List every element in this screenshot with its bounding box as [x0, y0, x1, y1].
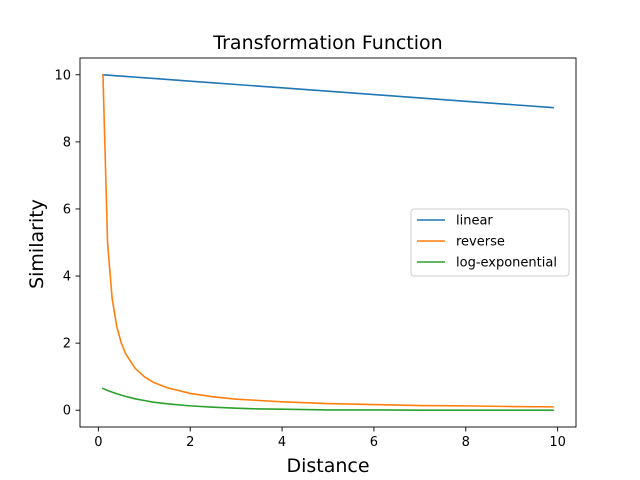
y-tick-label: 0	[63, 404, 71, 419]
plot-area	[79, 57, 577, 428]
y-tick-label: 10	[54, 68, 71, 83]
chart-title: Transformation Function	[212, 32, 442, 54]
x-tick-label: 4	[278, 435, 286, 450]
legend: linear reverse log-exponential	[410, 208, 570, 277]
series-line-linear	[102, 73, 554, 109]
x-tick-label: 8	[462, 435, 470, 450]
series-line-reverse	[102, 73, 554, 408]
x-tick-label: 2	[186, 435, 194, 450]
x-axis-label: Distance	[286, 455, 369, 477]
y-axis-label: Similarity	[26, 199, 48, 289]
legend-label-linear: linear	[456, 214, 493, 229]
y-tick-label: 8	[63, 135, 71, 150]
axes-frame	[79, 57, 577, 428]
y-tick-label: 6	[63, 202, 71, 217]
legend-box	[410, 208, 570, 277]
y-axis-ticks: 0 2 4 6 8 10	[54, 68, 80, 419]
y-tick-label: 2	[63, 337, 71, 352]
legend-label-reverse: reverse	[456, 235, 505, 250]
x-axis-ticks: 0 2 4 6 8 10	[94, 427, 566, 450]
series-line-log-exponential	[101, 387, 554, 412]
y-tick-label: 4	[63, 270, 71, 285]
x-tick-label: 10	[549, 435, 566, 450]
legend-label-log-exponential: log-exponential	[456, 256, 557, 271]
x-tick-label: 0	[94, 435, 102, 450]
x-tick-label: 6	[370, 435, 378, 450]
